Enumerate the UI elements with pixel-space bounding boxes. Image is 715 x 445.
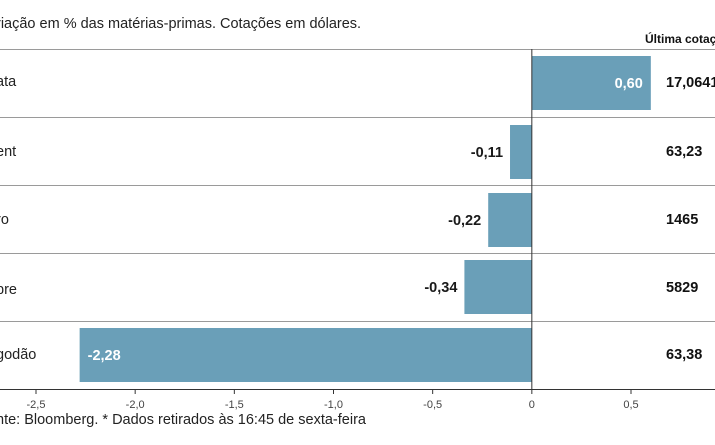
last-quote-value: 5829 <box>666 280 699 296</box>
x-tick-label: -1,0 <box>324 399 343 411</box>
bar-value-label: -0,22 <box>448 213 481 229</box>
bar <box>488 193 532 247</box>
bar-value-label: -2,28 <box>88 348 121 364</box>
bar <box>464 260 532 314</box>
last-quote-header: Última cotaç <box>645 32 715 46</box>
last-quote-value: 63,38 <box>666 347 703 363</box>
bar <box>79 328 532 382</box>
chart-subtitle: riação em % das matérias-primas. Cotaçõe… <box>0 16 362 32</box>
bar <box>510 125 532 179</box>
x-tick-label: 0,5 <box>623 399 638 411</box>
x-tick-label: -1,5 <box>225 399 244 411</box>
chart-footer: nte: Bloomberg. * Dados retirados às 16:… <box>0 412 366 428</box>
x-tick-label: -0,5 <box>423 399 442 411</box>
x-tick-label: -2,5 <box>27 399 46 411</box>
last-quote-value: 17,0641 <box>666 75 715 91</box>
bar <box>531 56 651 110</box>
category-label: godão <box>0 347 37 363</box>
last-quote-value: 1465 <box>666 212 699 228</box>
category-label: ro <box>0 212 9 228</box>
category-label: ent <box>0 144 17 160</box>
x-tick-label: -2,0 <box>126 399 145 411</box>
last-quote-value: 63,23 <box>666 144 703 160</box>
category-label: bre <box>0 282 17 298</box>
category-label: ata <box>0 74 17 90</box>
bar-value-label: -0,34 <box>424 280 457 296</box>
x-tick-label: 0 <box>529 399 535 411</box>
bar-value-label: -0,11 <box>471 145 503 161</box>
bar-value-label: 0,60 <box>615 76 643 92</box>
